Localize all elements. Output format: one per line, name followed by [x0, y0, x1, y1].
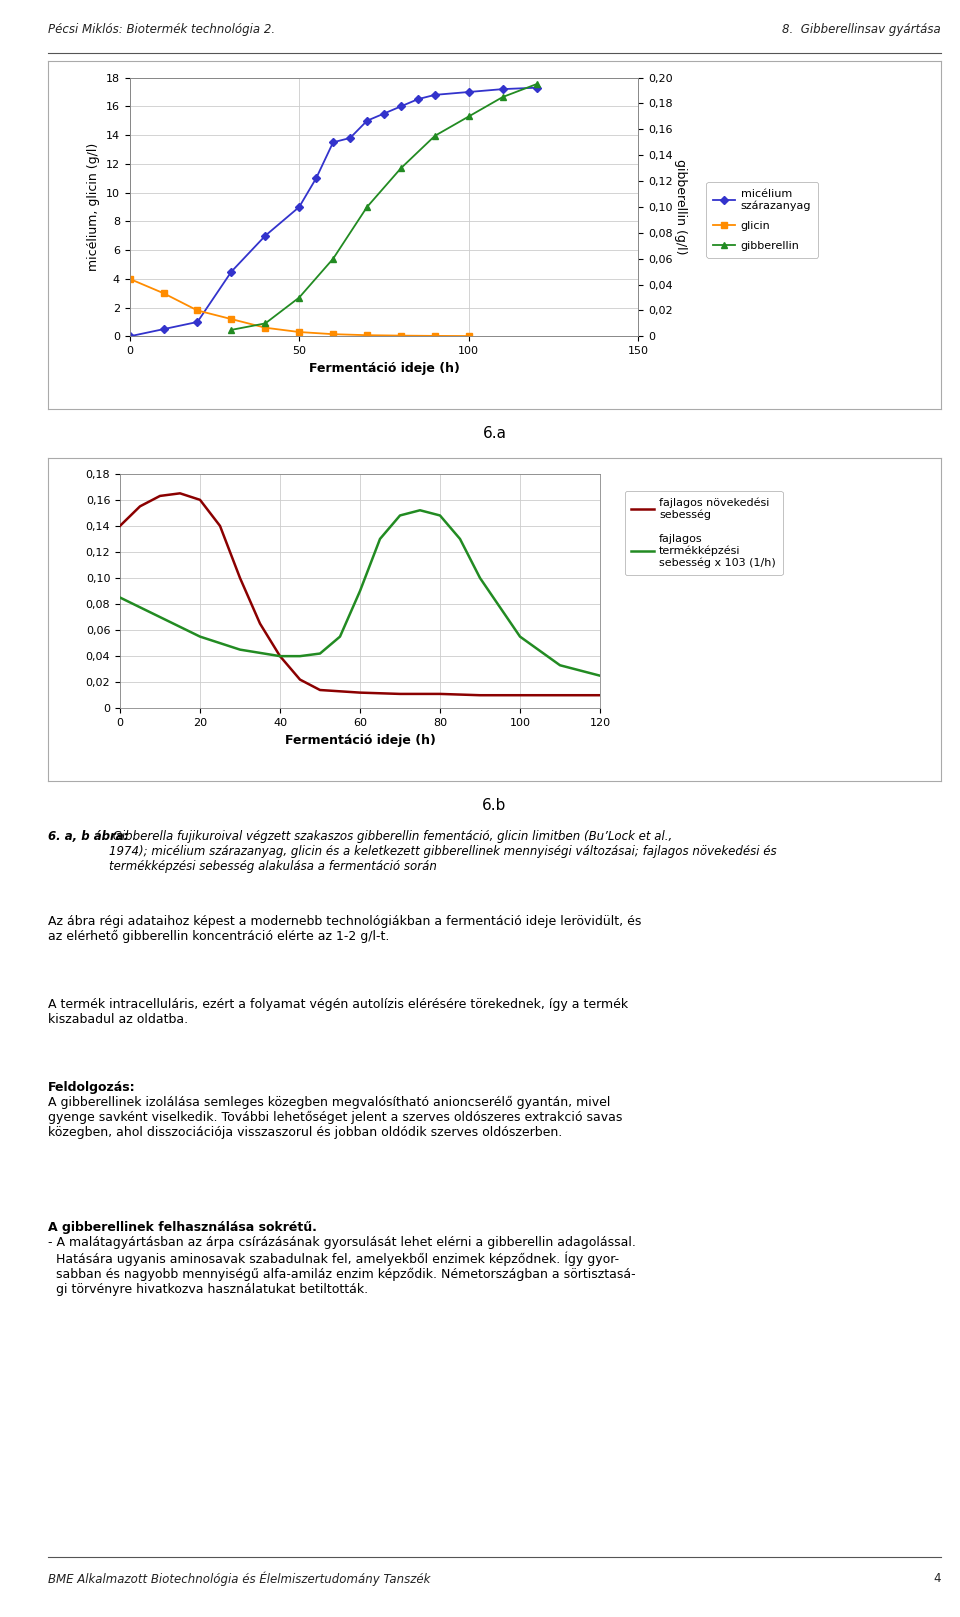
Text: - A malátagyártásban az árpa csírázásának gyorsulását lehet elérni a gibberellin: - A malátagyártásban az árpa csírázásána…: [48, 1221, 636, 1295]
Text: Az ábra régi adataihoz képest a modernebb technológiákban a fermentáció ideje le: Az ábra régi adataihoz képest a moderneb…: [48, 915, 641, 943]
Legend: micélium
szárazanyag, glicin, gibberellin: micélium szárazanyag, glicin, gibberelli…: [707, 183, 818, 257]
Y-axis label: micélium, glicin (g/l): micélium, glicin (g/l): [87, 142, 100, 272]
Legend: fajlagos növekedési
sebesség, fajlagos
termékképzési
sebesség x 103 (1/h): fajlagos növekedési sebesség, fajlagos t…: [625, 492, 782, 574]
Text: 6.a: 6.a: [482, 425, 507, 441]
Text: A termék intracelluláris, ezért a folyamat végén autolízis elérésére törekednek,: A termék intracelluláris, ezért a folyam…: [48, 998, 628, 1027]
Text: A gibberellinek felhasználása sokrétű.: A gibberellinek felhasználása sokrétű.: [48, 1221, 317, 1234]
Text: BME Alkalmazott Biotechnológia és Élelmiszertudomány Tanszék: BME Alkalmazott Biotechnológia és Élelmi…: [48, 1572, 430, 1586]
Text: Pécsi Miklós: Biotermék technológia 2.: Pécsi Miklós: Biotermék technológia 2.: [48, 23, 276, 36]
X-axis label: Fermentáció ideje (h): Fermentáció ideje (h): [284, 734, 436, 747]
Text: 8.  Gibberellinsav gyártása: 8. Gibberellinsav gyártása: [782, 23, 941, 36]
Text: 6. a, b ábra:: 6. a, b ábra:: [48, 830, 129, 842]
Text: Feldolgozás:: Feldolgozás:: [48, 1080, 135, 1093]
Text: Gibberella fujikuroival végzett szakaszos gibberellin fementáció, glicin limitbe: Gibberella fujikuroival végzett szakaszo…: [108, 830, 777, 873]
Y-axis label: gibberellin (g/l): gibberellin (g/l): [674, 158, 686, 255]
Text: 6.b: 6.b: [482, 797, 507, 813]
Text: 4: 4: [933, 1572, 941, 1585]
X-axis label: Fermentáció ideje (h): Fermentáció ideje (h): [308, 362, 460, 375]
Text: A gibberellinek izolálása semleges közegben megvalósítható anioncserélő gyantán,: A gibberellinek izolálása semleges közeg…: [48, 1080, 622, 1140]
